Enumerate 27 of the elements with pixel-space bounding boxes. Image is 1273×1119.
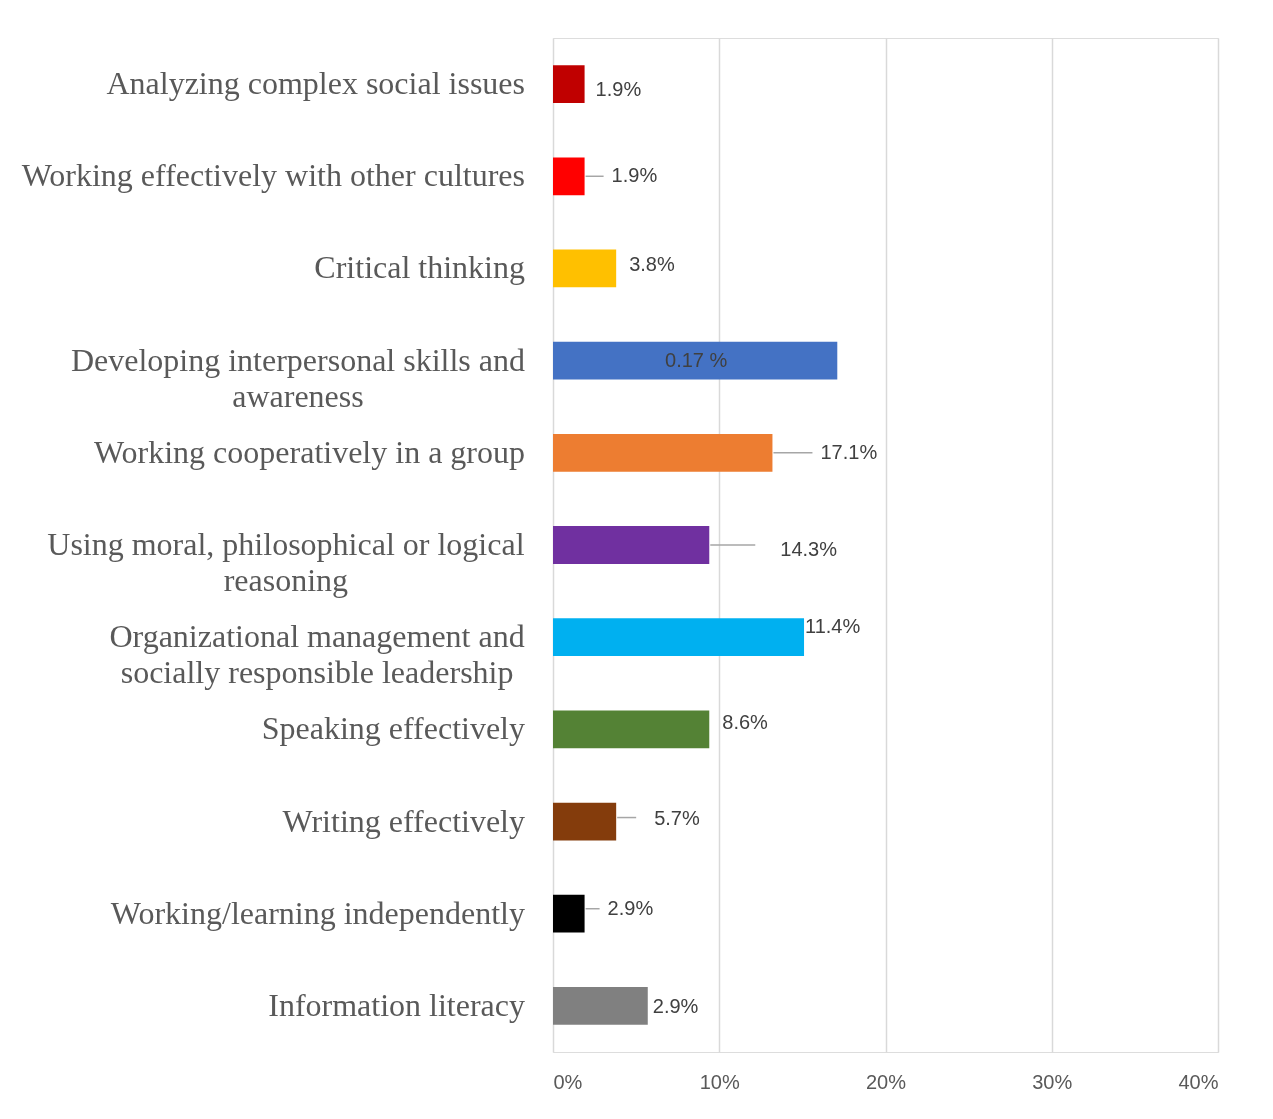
y-tick-label: Analyzing complex social issues — [106, 65, 525, 102]
annotation: 3.8% — [629, 253, 675, 276]
y-tick-label: Critical thinking — [314, 249, 525, 286]
annotation: 1.9% — [595, 78, 642, 101]
x-tick-label: 20% — [865, 1070, 907, 1093]
y-tick-label: Working cooperatively in a group — [93, 433, 525, 470]
y-tick-label: Organizational management and socially responsible leadership — [109, 618, 525, 691]
x-tick-label: 30% — [1032, 1070, 1073, 1093]
x-tick-label: 0% — [553, 1070, 583, 1093]
y-tick-label: Working/learning independently — [110, 894, 525, 931]
y-tick-label: Information literacy — [268, 986, 525, 1023]
y-tick-label: Developing interpersonal skills and awareness — [70, 341, 526, 414]
annotation: 11.4% — [805, 615, 861, 638]
y-tick-label: Using moral, philosophical or logical reasoning — [47, 526, 525, 598]
annotation: 8.6% — [722, 711, 769, 734]
annotation: 1.9% — [611, 164, 658, 187]
x-tick-label: 10% — [699, 1070, 740, 1093]
annotation: 14.3% — [780, 538, 838, 560]
annotation: 2.9% — [607, 896, 654, 919]
x-tick-label: 40% — [1178, 1070, 1219, 1093]
y-tick-label: Speaking effectively — [261, 710, 525, 747]
annotation: 5.7% — [654, 806, 700, 829]
y-tick-label: Working effectively with other cultures — [21, 157, 525, 194]
annotation: 17.1% — [820, 440, 878, 463]
annotation: 2.9% — [652, 994, 699, 1017]
annotation: 0.17 % — [665, 348, 728, 371]
y-tick-label: Writing effectively — [282, 802, 525, 839]
